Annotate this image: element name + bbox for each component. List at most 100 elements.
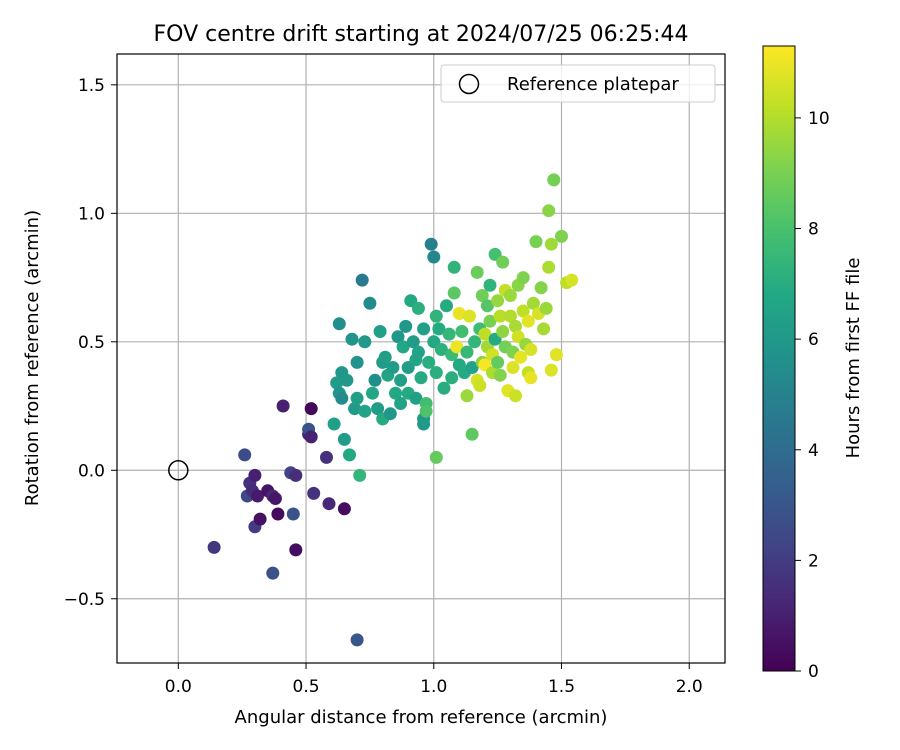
scatter-point xyxy=(516,304,530,318)
scatter-point xyxy=(470,265,484,279)
scatter-point xyxy=(526,296,540,310)
scatter-point xyxy=(268,492,282,505)
scatter-point xyxy=(493,309,507,323)
colorbar-tick-label: 0 xyxy=(808,662,819,682)
scatter-point xyxy=(539,301,553,315)
scatter-point xyxy=(483,278,497,292)
scatter-point xyxy=(427,250,441,264)
colorbar-ticks: 0 2 4 6 8 10 xyxy=(795,109,830,682)
x-tick-label: 2.0 xyxy=(676,677,703,697)
scatter-point xyxy=(327,417,341,431)
y-tick-label: 1.5 xyxy=(78,76,105,96)
scatter-point xyxy=(565,273,579,287)
scatter-point xyxy=(509,319,522,333)
scatter-point xyxy=(394,373,408,387)
scatter-point xyxy=(429,309,443,323)
scatter-point xyxy=(496,255,510,269)
scatter-point xyxy=(337,432,351,446)
y-tick-label: 0.0 xyxy=(78,461,105,481)
x-tick-label: 1.5 xyxy=(548,677,575,697)
scatter-point xyxy=(491,294,505,308)
scatter-point xyxy=(271,507,285,521)
scatter-point xyxy=(450,340,464,354)
scatter-point xyxy=(549,348,563,362)
scatter-point xyxy=(442,327,456,341)
scatter-point xyxy=(411,301,425,315)
scatter-point xyxy=(307,486,321,500)
scatter-point xyxy=(534,281,548,295)
scatter-point xyxy=(253,512,267,526)
colorbar-tick-label: 4 xyxy=(808,441,819,461)
scatter-point xyxy=(521,314,535,328)
scatter-point xyxy=(289,468,303,482)
scatter-point xyxy=(414,371,428,385)
scatter-point xyxy=(391,330,405,344)
x-tick-label: 0.5 xyxy=(293,677,320,697)
colorbar-tick-label: 8 xyxy=(808,220,819,240)
scatter-point xyxy=(417,417,431,431)
scatter-point xyxy=(332,317,346,331)
scatter-point xyxy=(478,327,492,341)
reference-platepar-marker xyxy=(168,460,189,481)
scatter-point xyxy=(276,399,290,413)
scatter-point xyxy=(238,448,252,462)
scatter-point xyxy=(503,289,517,302)
colorbar-tick-label: 2 xyxy=(808,551,819,571)
scatter-point xyxy=(483,314,497,328)
scatter-point xyxy=(358,404,372,418)
scatter-point xyxy=(424,237,438,251)
scatter-point xyxy=(340,373,354,387)
scatter-point xyxy=(248,468,262,482)
scatter-point xyxy=(304,430,318,444)
scatter-point xyxy=(503,309,517,323)
colorbar-tick-label: 6 xyxy=(808,330,819,350)
colorbar-label: Hours from first FF file xyxy=(843,258,864,459)
scatter-point xyxy=(460,345,474,359)
scatter-point xyxy=(440,299,453,313)
scatter-point xyxy=(491,355,505,369)
x-tick-label: 1.0 xyxy=(420,677,447,697)
scatter-point xyxy=(447,286,461,300)
scatter-point xyxy=(304,402,318,416)
scatter-point xyxy=(373,325,387,338)
scatter-point xyxy=(350,391,364,405)
y-tick-label: −0.5 xyxy=(64,590,105,610)
scatter-point xyxy=(555,229,568,243)
scatter-point xyxy=(537,322,551,336)
legend-reference-marker xyxy=(458,73,480,95)
scatter-point xyxy=(409,391,423,405)
scatter-point xyxy=(330,376,344,390)
scatter-point xyxy=(406,335,420,349)
data-points xyxy=(207,173,579,647)
scatter-point xyxy=(386,361,400,374)
scatter-point xyxy=(509,389,522,403)
scatter-point xyxy=(399,319,413,333)
scatter-point xyxy=(506,361,520,374)
scatter-point xyxy=(542,204,556,218)
scatter-point xyxy=(463,309,476,323)
scatter-point xyxy=(389,386,402,400)
scatter-point xyxy=(544,237,558,251)
scatter-point xyxy=(465,361,479,374)
scatter-point xyxy=(493,368,507,382)
legend-box xyxy=(440,64,716,103)
scatter-point xyxy=(411,345,425,359)
chart-title: FOV centre drift starting at 2024/07/25 … xyxy=(154,22,689,47)
scatter-point xyxy=(447,260,461,274)
scatter-point xyxy=(419,404,433,418)
scatter-point xyxy=(432,322,446,336)
scatter-point xyxy=(207,540,221,554)
scatter-point xyxy=(468,335,482,349)
x-tick-label: 0.0 xyxy=(165,677,192,697)
scatter-point xyxy=(429,366,443,380)
y-axis-label: Rotation from reference (arcmin) xyxy=(22,210,43,506)
scatter-point xyxy=(366,386,379,400)
scatter-point xyxy=(480,299,494,313)
scatter-point xyxy=(383,407,397,421)
scatter-point xyxy=(434,343,448,356)
scatter-point xyxy=(529,235,543,249)
scatter-point xyxy=(286,507,300,521)
y-tick-label: 0.5 xyxy=(78,333,105,353)
scatter-point xyxy=(455,325,469,338)
